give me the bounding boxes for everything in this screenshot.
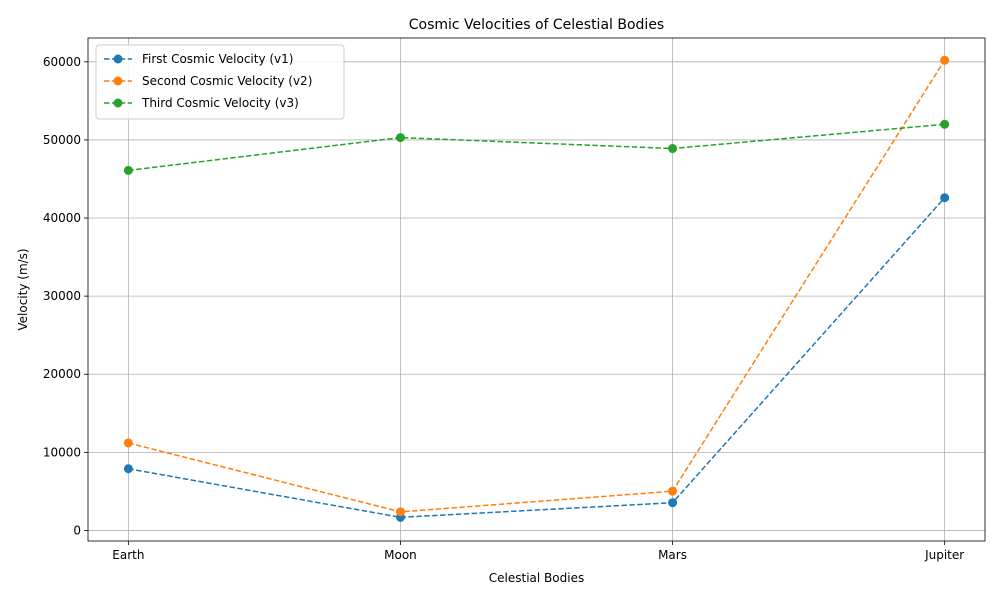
legend-item: First Cosmic Velocity (v1) [104, 52, 293, 66]
data-point [395, 507, 405, 517]
legend-marker [113, 76, 123, 86]
legend-label: Third Cosmic Velocity (v3) [141, 96, 299, 110]
y-tick-label: 20000 [43, 367, 81, 381]
chart-title: Cosmic Velocities of Celestial Bodies [409, 17, 664, 33]
x-tick-label: Mars [658, 548, 687, 562]
x-axis: Earth Moon Mars Jupiter [112, 541, 964, 562]
x-axis-label: Celestial Bodies [489, 571, 584, 585]
data-point [940, 55, 950, 65]
x-tick-label: Earth [112, 548, 144, 562]
legend-label: Second Cosmic Velocity (v2) [142, 74, 312, 88]
y-axis: 0 10000 20000 30000 40000 50000 60000 [43, 55, 88, 537]
legend: First Cosmic Velocity (v1) Second Cosmic … [95, 44, 345, 120]
legend-marker [113, 54, 123, 64]
series-layer [123, 55, 950, 522]
legend-item: Third Cosmic Velocity (v3) [104, 96, 299, 110]
data-point [668, 498, 678, 508]
series-line [128, 123, 945, 172]
data-point [123, 464, 133, 474]
legend-box [95, 44, 345, 120]
data-point [940, 119, 950, 129]
data-point [123, 438, 133, 448]
y-axis-label: Velocity (m/s) [16, 248, 30, 330]
y-tick-label: 0 [73, 523, 81, 537]
series-line [128, 197, 946, 519]
y-tick-label: 50000 [43, 133, 81, 147]
plot-frame [87, 37, 986, 542]
data-point [395, 133, 405, 143]
legend-marker [113, 98, 123, 108]
x-tick-label: Moon [384, 548, 417, 562]
y-tick-label: 10000 [43, 445, 81, 459]
series-3 [123, 119, 950, 175]
y-tick-label: 30000 [43, 289, 81, 303]
data-point [123, 165, 133, 175]
y-tick-label: 60000 [43, 55, 81, 69]
legend-label: First Cosmic Velocity (v1) [142, 52, 293, 66]
y-tick-label: 40000 [43, 211, 81, 225]
legend-item: Second Cosmic Velocity (v2) [104, 74, 312, 88]
data-point [668, 486, 678, 496]
data-point [940, 193, 950, 203]
data-point [668, 144, 678, 154]
series-line [128, 59, 946, 513]
x-tick-label: Jupiter [924, 548, 964, 562]
series-1 [123, 193, 950, 522]
series-2 [123, 55, 950, 517]
